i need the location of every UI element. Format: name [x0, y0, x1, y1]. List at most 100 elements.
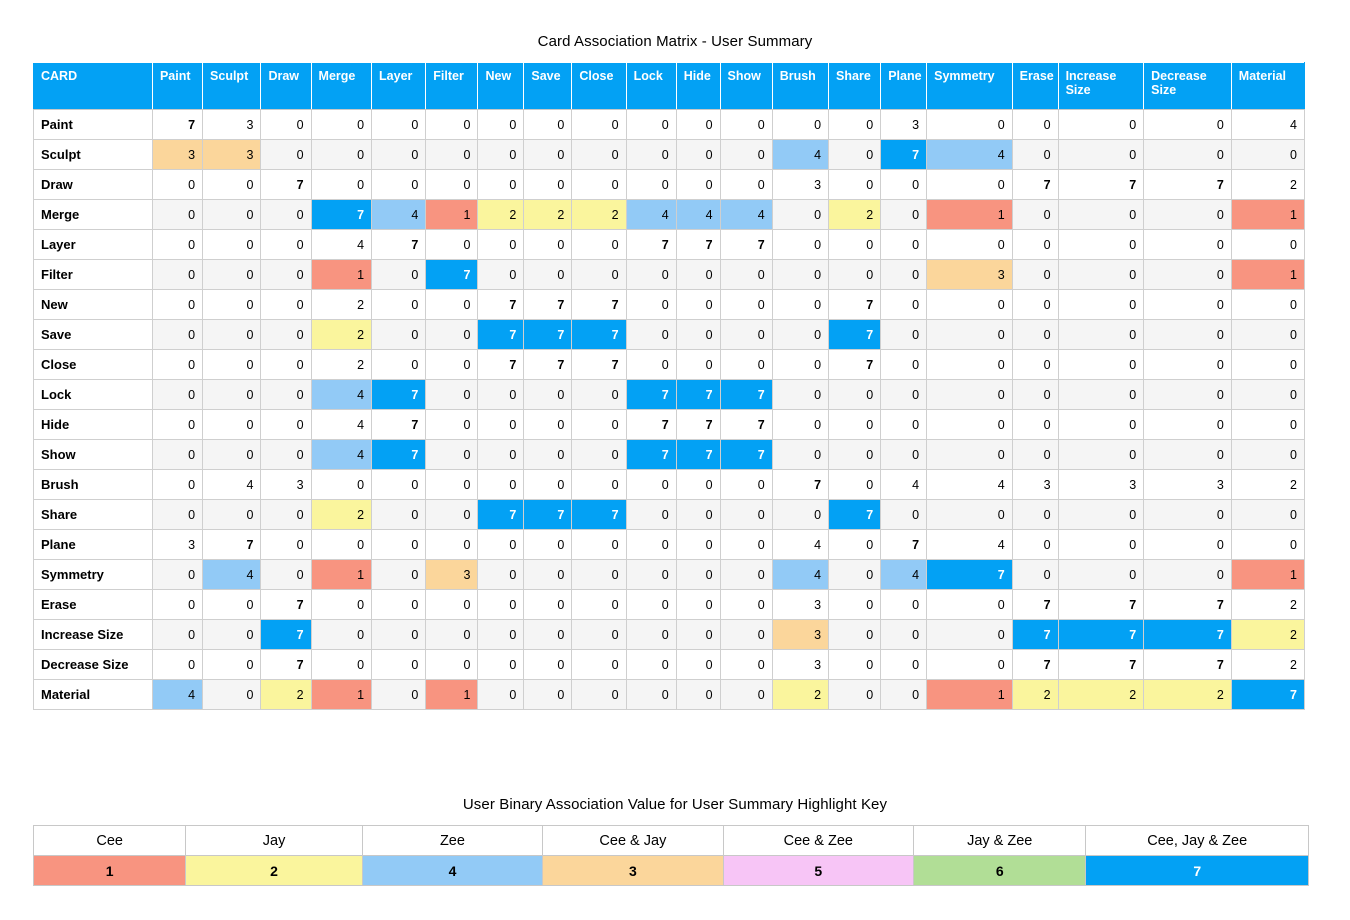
matrix-cell[interactable]: 0: [523, 259, 573, 290]
matrix-cell[interactable]: 0: [371, 259, 427, 290]
matrix-cell[interactable]: 4: [151, 679, 204, 710]
matrix-cell[interactable]: 0: [719, 259, 773, 290]
matrix-cell[interactable]: 0: [1011, 379, 1059, 410]
matrix-cell[interactable]: 0: [771, 319, 830, 350]
matrix-cell[interactable]: 7: [425, 259, 479, 290]
matrix-cell[interactable]: 0: [719, 469, 773, 500]
matrix-cell[interactable]: 3: [771, 649, 830, 680]
matrix-cell[interactable]: 0: [625, 619, 677, 650]
matrix-cell[interactable]: 0: [625, 349, 677, 380]
matrix-cell[interactable]: 0: [880, 589, 928, 620]
matrix-cell[interactable]: 0: [625, 589, 677, 620]
matrix-cell[interactable]: 0: [828, 409, 882, 440]
matrix-cell[interactable]: 0: [1230, 229, 1306, 260]
matrix-cell[interactable]: 0: [719, 679, 773, 710]
matrix-cell[interactable]: 0: [1143, 259, 1232, 290]
matrix-cell[interactable]: 0: [371, 469, 427, 500]
matrix-cell[interactable]: 0: [1011, 529, 1059, 560]
matrix-cell[interactable]: 0: [425, 319, 479, 350]
matrix-cell[interactable]: 7: [625, 439, 677, 470]
matrix-cell[interactable]: 0: [1011, 559, 1059, 590]
matrix-cell[interactable]: 0: [926, 589, 1013, 620]
matrix-cell[interactable]: 0: [151, 229, 204, 260]
matrix-cell[interactable]: 7: [1143, 589, 1232, 620]
matrix-cell[interactable]: 7: [719, 229, 773, 260]
matrix-cell[interactable]: 0: [1143, 289, 1232, 320]
matrix-cell[interactable]: 0: [719, 529, 773, 560]
matrix-cell[interactable]: 4: [371, 199, 427, 230]
matrix-cell[interactable]: 0: [477, 679, 525, 710]
matrix-cell[interactable]: 7: [371, 379, 427, 410]
row-header-merge[interactable]: Merge: [33, 199, 153, 230]
matrix-cell[interactable]: 0: [477, 259, 525, 290]
matrix-cell[interactable]: 0: [151, 289, 204, 320]
matrix-cell[interactable]: 0: [477, 169, 525, 200]
matrix-cell[interactable]: 0: [371, 499, 427, 530]
matrix-cell[interactable]: 7: [675, 409, 721, 440]
matrix-cell[interactable]: 0: [151, 499, 204, 530]
matrix-cell[interactable]: 0: [926, 439, 1013, 470]
column-header-material[interactable]: Material: [1230, 62, 1306, 110]
matrix-cell[interactable]: 0: [625, 169, 677, 200]
matrix-cell[interactable]: 0: [771, 229, 830, 260]
matrix-cell[interactable]: 0: [477, 529, 525, 560]
matrix-cell[interactable]: 7: [1057, 589, 1145, 620]
matrix-cell[interactable]: 0: [202, 259, 262, 290]
matrix-cell[interactable]: 7: [719, 409, 773, 440]
matrix-cell[interactable]: 0: [1057, 379, 1145, 410]
matrix-cell[interactable]: 2: [310, 319, 373, 350]
matrix-cell[interactable]: 1: [310, 679, 373, 710]
matrix-cell[interactable]: 0: [828, 109, 882, 140]
matrix-cell[interactable]: 0: [202, 199, 262, 230]
matrix-cell[interactable]: 0: [719, 559, 773, 590]
matrix-cell[interactable]: 7: [625, 229, 677, 260]
matrix-cell[interactable]: 0: [151, 259, 204, 290]
matrix-cell[interactable]: 2: [477, 199, 525, 230]
matrix-cell[interactable]: 3: [151, 529, 204, 560]
matrix-cell[interactable]: 0: [675, 619, 721, 650]
matrix-cell[interactable]: 2: [523, 199, 573, 230]
matrix-cell[interactable]: 0: [425, 109, 479, 140]
column-header-show[interactable]: Show: [719, 62, 773, 110]
matrix-cell[interactable]: 2: [1230, 619, 1306, 650]
matrix-cell[interactable]: 0: [1011, 439, 1059, 470]
column-header-close[interactable]: Close: [571, 62, 627, 110]
matrix-cell[interactable]: 7: [675, 229, 721, 260]
matrix-cell[interactable]: 7: [1011, 589, 1059, 620]
matrix-cell[interactable]: 0: [675, 499, 721, 530]
column-header-filter[interactable]: Filter: [425, 62, 479, 110]
row-header-erase[interactable]: Erase: [33, 589, 153, 620]
matrix-cell[interactable]: 4: [926, 139, 1013, 170]
column-header-increase-size[interactable]: Increase Size: [1057, 62, 1145, 110]
matrix-cell[interactable]: 0: [151, 559, 204, 590]
matrix-cell[interactable]: 0: [571, 109, 627, 140]
matrix-cell[interactable]: 7: [675, 379, 721, 410]
matrix-cell[interactable]: 0: [771, 109, 830, 140]
matrix-cell[interactable]: 0: [151, 439, 204, 470]
matrix-cell[interactable]: 0: [719, 619, 773, 650]
matrix-cell[interactable]: 0: [1143, 499, 1232, 530]
matrix-cell[interactable]: 0: [523, 169, 573, 200]
matrix-cell[interactable]: 0: [880, 679, 928, 710]
matrix-cell[interactable]: 7: [828, 319, 882, 350]
matrix-cell[interactable]: 0: [1143, 199, 1232, 230]
matrix-cell[interactable]: 0: [926, 109, 1013, 140]
matrix-cell[interactable]: 0: [425, 469, 479, 500]
matrix-cell[interactable]: 0: [425, 349, 479, 380]
matrix-cell[interactable]: 0: [523, 139, 573, 170]
row-header-plane[interactable]: Plane: [33, 529, 153, 560]
matrix-cell[interactable]: 0: [477, 379, 525, 410]
matrix-cell[interactable]: 0: [260, 349, 312, 380]
matrix-cell[interactable]: 7: [1057, 619, 1145, 650]
matrix-cell[interactable]: 0: [260, 559, 312, 590]
matrix-cell[interactable]: 0: [625, 559, 677, 590]
matrix-cell[interactable]: 0: [371, 619, 427, 650]
matrix-cell[interactable]: 4: [310, 379, 373, 410]
matrix-cell[interactable]: 4: [310, 229, 373, 260]
row-header-filter[interactable]: Filter: [33, 259, 153, 290]
matrix-cell[interactable]: 0: [571, 529, 627, 560]
matrix-cell[interactable]: 0: [675, 109, 721, 140]
matrix-cell[interactable]: 0: [202, 289, 262, 320]
matrix-cell[interactable]: 0: [719, 649, 773, 680]
matrix-cell[interactable]: 3: [151, 139, 204, 170]
